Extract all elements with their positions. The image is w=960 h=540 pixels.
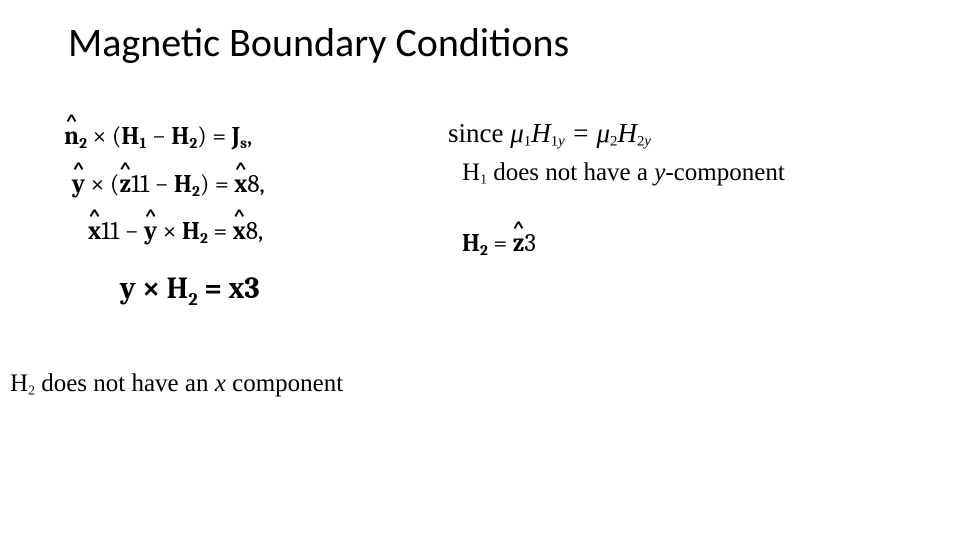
text: =: [213, 217, 232, 246]
var-y: y: [654, 159, 665, 186]
symbol-H: H: [121, 122, 139, 151]
text: 3: [524, 229, 536, 258]
subscript: 2: [192, 181, 200, 199]
symbol-z-hat: z: [513, 225, 525, 263]
text: -component: [665, 159, 784, 186]
subscript: 2y: [637, 134, 651, 150]
text: (: [110, 170, 120, 199]
subscript: 2: [79, 134, 87, 152]
text: 11 −: [101, 217, 144, 246]
symbol-H: H: [182, 217, 200, 246]
text: =: [204, 271, 228, 306]
text: 11 −: [131, 170, 174, 199]
slide-title: Magnetic Boundary Conditions: [68, 18, 569, 67]
text: 8,: [246, 217, 263, 246]
equation-row-1: n2 × (H1 − H2) = Js,: [64, 118, 464, 156]
H-label: H: [10, 370, 28, 397]
H: H: [531, 118, 551, 148]
text: ,: [247, 122, 252, 151]
var-x: x: [215, 370, 226, 397]
subscript: 1y: [551, 134, 565, 150]
symbol-x-hat: x: [233, 213, 246, 251]
symbol-n-hat: n: [64, 118, 79, 156]
equation-row-2: y × (z11 − H2) = x8,: [72, 166, 464, 204]
text: (: [112, 122, 122, 151]
symbol-x-hat: x: [88, 213, 101, 251]
since-prefix: since: [448, 118, 510, 148]
text: ) =: [200, 170, 234, 199]
subscript: 1: [480, 171, 487, 186]
symbol-H: H: [462, 229, 480, 258]
text: component: [226, 370, 343, 397]
footnote-h2-no-x: H2 does not have an x component: [10, 370, 343, 398]
slide: Magnetic Boundary Conditions n2 × (H1 − …: [0, 0, 960, 540]
H: H: [617, 118, 637, 148]
symbol-H: H: [174, 170, 192, 199]
right-column: since μ1H1y = μ2H2y H1 does not have a y…: [448, 118, 928, 263]
equation-row-3: x11 − y × H2 = x8,: [88, 213, 464, 251]
operator-times: ×: [142, 271, 166, 306]
operator-times: ×: [163, 217, 182, 246]
subscript: 1: [139, 134, 146, 152]
subscript: 2: [188, 288, 197, 310]
text: 3: [244, 271, 259, 306]
operator-minus: −: [152, 122, 171, 151]
h1-no-y-line: H1 does not have a y-component: [462, 159, 928, 187]
since-line: since μ1H1y = μ2H2y: [448, 118, 928, 151]
subscript: s: [240, 134, 247, 152]
equations-left-column: n2 × (H1 − H2) = Js, y × (z11 − H2) = x8…: [64, 118, 464, 324]
symbol-y-hat: y: [144, 213, 157, 251]
equals: = μ: [571, 118, 610, 148]
text: does not have a: [487, 159, 654, 186]
equation-row-4: y × H2 = x3: [120, 265, 464, 315]
h2-result-equation: H2 = z3: [462, 225, 928, 263]
text: =: [493, 229, 512, 258]
subscript: 2: [200, 229, 208, 247]
symbol-H: H: [171, 122, 189, 151]
symbol-z-hat: z: [119, 166, 131, 204]
symbol-y-hat: y: [120, 271, 136, 306]
text: does not have an: [35, 370, 215, 397]
symbol-y-hat: y: [72, 166, 85, 204]
symbol-H: H: [167, 271, 189, 306]
operator-times: ×: [91, 170, 110, 199]
text: 8,: [247, 170, 264, 199]
subscript: 2: [28, 382, 35, 397]
H-label: H: [462, 159, 480, 186]
mu: μ: [510, 118, 524, 148]
symbol-x-hat: x: [234, 166, 247, 204]
text: ) =: [197, 122, 231, 151]
subscript: 2: [480, 241, 488, 259]
symbol-J: J: [232, 122, 241, 151]
symbol-x-hat: x: [229, 271, 245, 306]
operator-times: ×: [92, 122, 111, 151]
